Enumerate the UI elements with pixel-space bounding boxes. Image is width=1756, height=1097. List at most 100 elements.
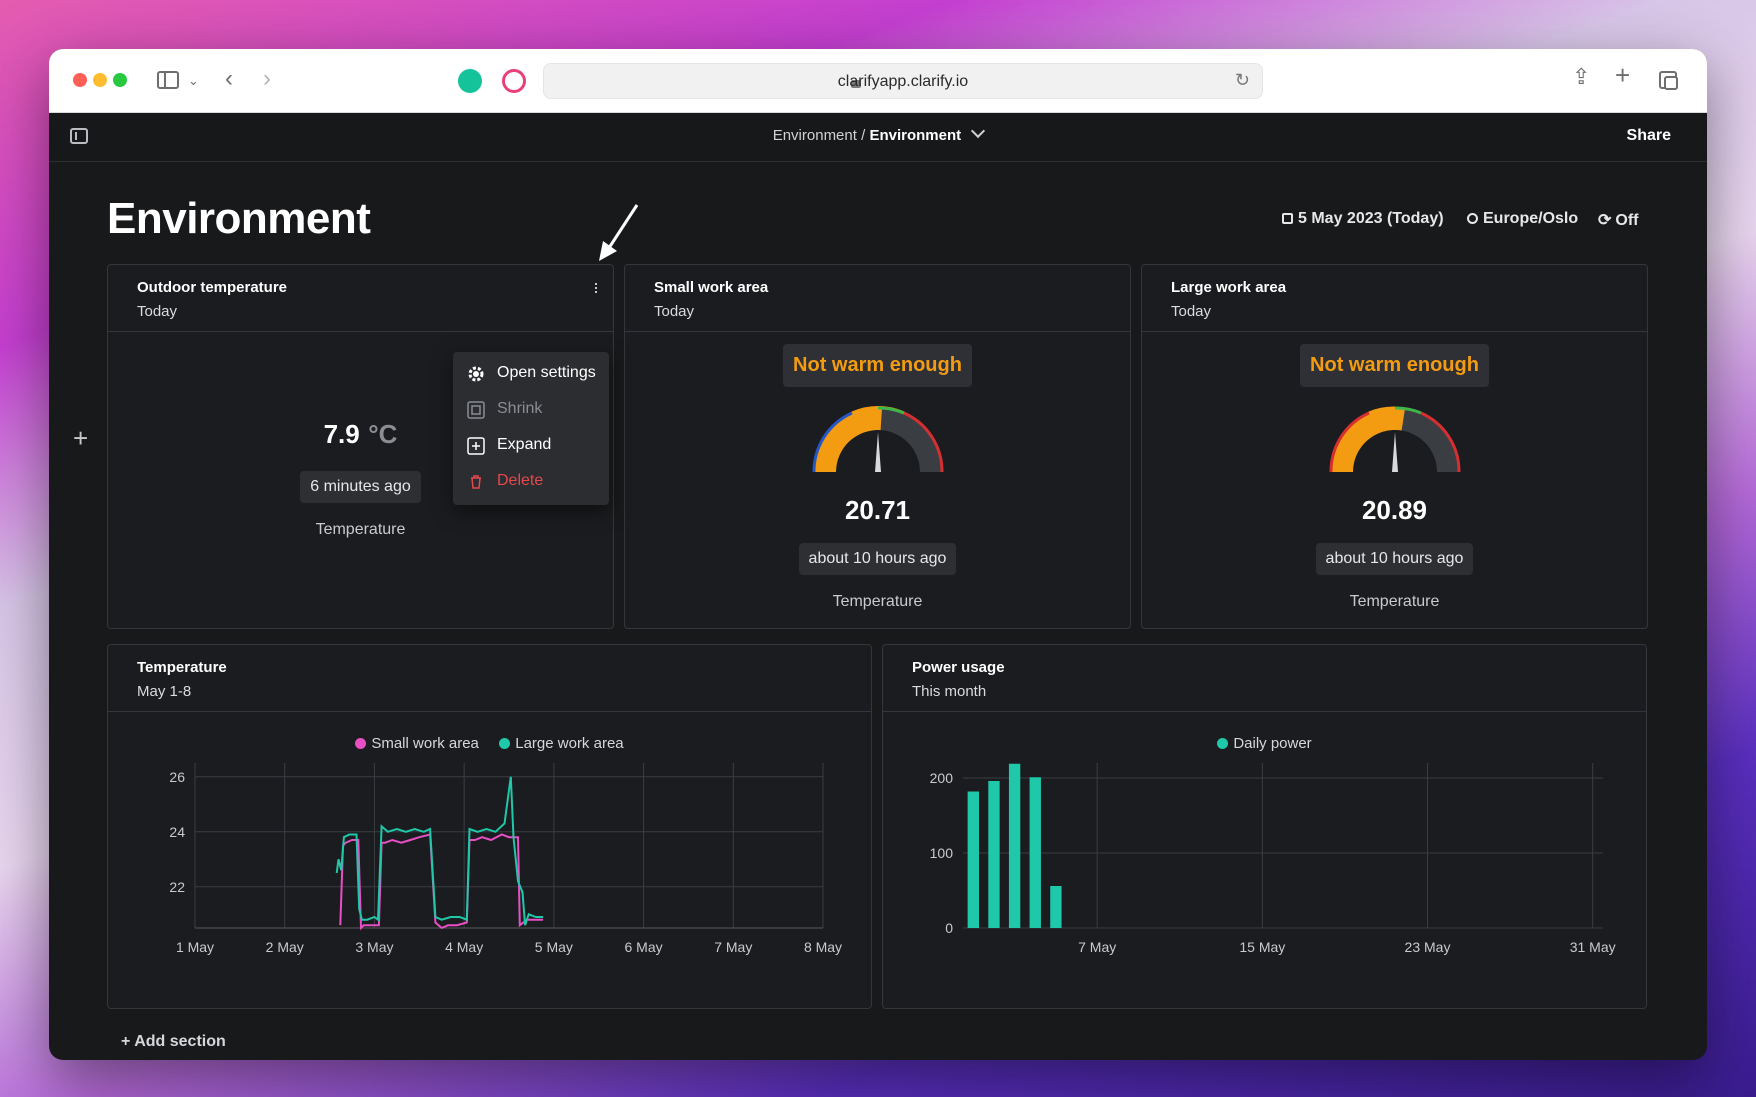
browser-window: ⌄ ‹ › clarifyapp.clarify.io ↻ ⇪ + Enviro… (49, 49, 1707, 1060)
back-icon[interactable]: ‹ (225, 65, 233, 92)
legend-item-daily-power[interactable]: Daily power (1217, 735, 1312, 752)
card-temperature-chart: Temperature May 1-8 Small work area Larg… (107, 644, 872, 1009)
legend-label: Small work area (371, 735, 479, 752)
browser-toolbar: ⌄ ‹ › clarifyapp.clarify.io ↻ ⇪ + (49, 49, 1707, 113)
gauge-band-low (1328, 411, 1370, 473)
x-tick-label: 15 May (1239, 939, 1285, 955)
menu-item-label: Expand (497, 436, 552, 453)
gauge-value: 20.71 (844, 495, 911, 525)
zoom-window-button[interactable] (113, 73, 127, 87)
x-tick-label: 1 May (176, 939, 214, 955)
reload-icon[interactable]: ↻ (1234, 70, 1250, 90)
bar (1008, 763, 1021, 928)
gauge-needle (874, 432, 881, 472)
calendar-icon (1282, 213, 1293, 224)
clock-icon (1467, 213, 1478, 224)
legend-label: Large work area (515, 735, 624, 752)
gauge-band-high (1419, 411, 1461, 473)
x-tick-label: 8 May (804, 939, 842, 955)
menu-item-open-settings[interactable]: Open settings (453, 356, 609, 392)
card-subtitle: Today (654, 303, 695, 320)
gear-icon (467, 365, 485, 383)
chevron-down-icon[interactable]: ⌄ (188, 73, 199, 88)
close-window-button[interactable] (73, 73, 87, 87)
url-text: clarifyapp.clarify.io (837, 73, 969, 90)
value-number: 7.9 (323, 419, 360, 449)
series-label: Temperature (1349, 593, 1440, 610)
share-button[interactable]: Share (1626, 127, 1671, 144)
minimize-window-button[interactable] (93, 73, 107, 87)
breadcrumb-current[interactable]: Environment (869, 127, 962, 144)
trash-icon (467, 473, 485, 491)
y-tick-label: 22 (169, 879, 185, 895)
grammarly-icon[interactable] (458, 69, 482, 93)
refresh-label: Off (1615, 212, 1639, 229)
auto-refresh-toggle[interactable]: ⟳ Off (1598, 210, 1639, 230)
more-options-icon[interactable] (595, 281, 599, 295)
date-picker[interactable]: 5 May 2023 (Today) (1282, 210, 1444, 228)
breadcrumb-separator: / (856, 127, 870, 144)
legend-label: Daily power (1233, 735, 1312, 752)
refresh-icon: ⟳ (1598, 212, 1612, 229)
value-unit: °C (368, 419, 398, 449)
bar (1029, 777, 1041, 928)
x-tick-label: 3 May (355, 939, 393, 955)
sidebar-expand-icon[interactable] (70, 128, 88, 144)
card-context-menu: Open settings Shrink Expand Delete (453, 352, 609, 505)
card-header: Outdoor temperature Today (108, 265, 613, 332)
breadcrumb[interactable]: Environment / Environment (49, 123, 1707, 144)
tabs-overview-icon[interactable] (1659, 71, 1678, 90)
card-small-work-area: Small work area Today Not warm enough 20… (624, 264, 1131, 629)
legend-dot (1217, 738, 1229, 749)
legend-item-large[interactable]: Large work area (499, 735, 624, 752)
x-tick-label: 7 May (1078, 939, 1116, 955)
gauge-band-low (811, 411, 853, 473)
gauge-value: 20.89 (1361, 495, 1428, 525)
series-line-large-work-area (335, 776, 544, 926)
gauge-needle (1391, 432, 1398, 472)
share-icon[interactable]: ⇪ (1572, 64, 1591, 89)
breadcrumb-parent[interactable]: Environment (772, 127, 857, 144)
power-bar-chart: 0 100 200 7 May 15 May 23 May 31 May (930, 763, 1616, 955)
card-subtitle: Today (1171, 303, 1212, 320)
temperature-line-chart: 1 May 2 May 3 May 4 May 5 May 6 May 7 May 8 May… (169, 763, 842, 955)
card-title: Small work area (654, 279, 769, 296)
forward-icon[interactable]: › (263, 65, 271, 92)
sidebar-toggle-icon[interactable] (157, 71, 179, 89)
y-tick-label: 24 (169, 824, 185, 840)
card-title: Large work area (1171, 279, 1287, 296)
card-header: Power usage This month (883, 645, 1646, 712)
menu-item-expand[interactable]: Expand (453, 428, 609, 464)
add-card-icon[interactable]: + (73, 423, 89, 453)
timestamp-badge: about 10 hours ago (798, 543, 957, 575)
legend-dot (355, 738, 367, 749)
card-header: Large work area Today (1142, 265, 1647, 332)
x-tick-label: 6 May (625, 939, 663, 955)
date-label: 5 May 2023 (Today) (1298, 210, 1444, 227)
y-tick-label: 100 (930, 845, 954, 861)
annotation-arrow-icon (599, 204, 639, 261)
card-header: Small work area Today (625, 265, 1130, 332)
x-tick-label: 31 May (1570, 939, 1616, 955)
chevron-down-icon[interactable] (971, 123, 986, 139)
add-section-button[interactable]: + Add section (121, 1033, 226, 1050)
timezone-picker[interactable]: Europe/Oslo (1467, 210, 1578, 228)
menu-item-shrink[interactable]: Shrink (453, 392, 609, 428)
legend-item-small[interactable]: Small work area (355, 735, 479, 752)
menu-item-delete[interactable]: Delete (453, 464, 609, 500)
onepassword-icon[interactable] (502, 69, 526, 93)
menu-item-label: Open settings (497, 364, 596, 381)
x-tick-label: 5 May (535, 939, 573, 955)
card-header: Temperature May 1-8 (108, 645, 871, 712)
lock-icon (851, 80, 861, 88)
card-large-work-area: Large work area Today Not warm enough 20… (1141, 264, 1648, 629)
x-tick-label: 4 May (445, 939, 483, 955)
page-title: Environment (107, 194, 371, 243)
bar (1050, 886, 1062, 928)
gauge-band-ok (1367, 406, 1395, 415)
new-tab-icon[interactable]: + (1615, 60, 1631, 90)
x-tick-label: 23 May (1405, 939, 1451, 955)
gauge (811, 406, 944, 473)
address-bar[interactable]: clarifyapp.clarify.io ↻ (543, 63, 1263, 99)
y-tick-label: 0 (945, 920, 953, 936)
